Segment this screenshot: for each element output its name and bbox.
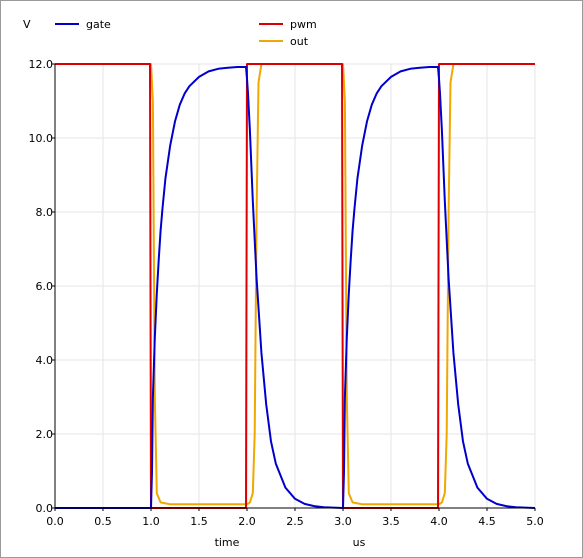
y-tick-label: 2.0 [36,428,54,441]
y-tick-label: 10.0 [29,132,54,145]
x-tick-label: 2.5 [286,515,304,528]
legend: gate pwm out [55,18,317,48]
x-tick-label: 0.5 [94,515,112,528]
y-tick-label: 6.0 [36,280,54,293]
legend-label-gate: gate [86,18,111,31]
y-tick-label: 8.0 [36,206,54,219]
x-tick-label: 3.0 [334,515,352,528]
y-axis-label: V [23,18,31,31]
x-tick-label: 1.5 [190,515,208,528]
x-tick-label: 4.0 [430,515,448,528]
x-tick-label: 3.5 [382,515,400,528]
x-tick-labels: 0.0 0.5 1.0 1.5 2.0 2.5 3.0 3.5 4.0 4.5 5.0 [46,515,544,528]
x-tick-label: 1.0 [142,515,160,528]
y-tick-labels: 0.0 2.0 4.0 6.0 8.0 10.0 12.0 [29,58,54,515]
x-tick-label: 0.0 [46,515,64,528]
x-axis-unit: us [353,536,366,549]
x-tick-label: 2.0 [238,515,256,528]
y-tick-label: 0.0 [36,502,54,515]
x-axis-label: time [215,536,240,549]
y-tick-label: 12.0 [29,58,54,71]
series-line-pwm [55,63,535,509]
legend-label-out: out [290,35,309,48]
x-tick-label: 5.0 [526,515,544,528]
x-tick-label: 4.5 [478,515,496,528]
y-tick-label: 4.0 [36,354,54,367]
legend-label-pwm: pwm [290,18,317,31]
axes [52,63,536,511]
